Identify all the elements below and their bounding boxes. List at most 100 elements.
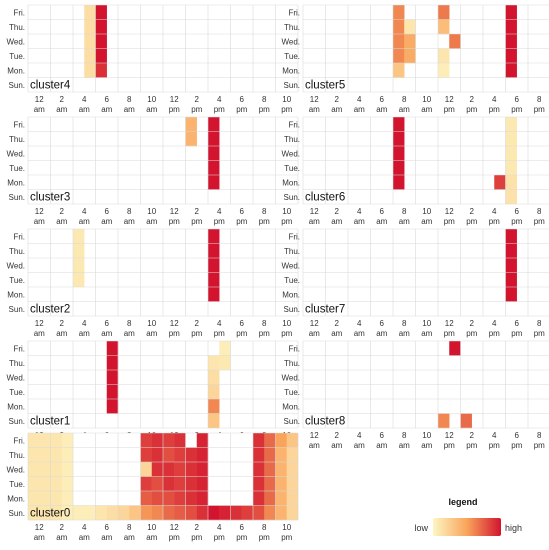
day-label: Tue.	[9, 480, 25, 489]
cluster0-heat-cell	[28, 505, 40, 521]
cluster0-heat-cell	[106, 505, 119, 521]
cluster0-heat-cell	[39, 491, 51, 506]
hour-tick-label: 6	[515, 431, 520, 440]
cluster5-heat-cell	[449, 34, 461, 49]
cluster0-heat-cell	[50, 462, 62, 477]
day-label: Mon.	[7, 178, 25, 187]
hour-tick-suffix: am	[146, 105, 157, 114]
hour-tick-label: 8	[402, 431, 407, 440]
hour-tick-label: 8	[537, 95, 542, 104]
cluster0-heat-cell	[140, 462, 152, 477]
hour-tick-suffix: am	[101, 533, 112, 542]
hour-tick-suffix: pm	[259, 329, 270, 338]
cluster0-heat-cell	[151, 433, 164, 448]
hour-tick-suffix: am	[124, 533, 135, 542]
day-label: Thu.	[9, 135, 25, 144]
hour-tick-suffix: am	[331, 105, 342, 114]
day-label: Tue.	[9, 52, 25, 61]
day-label: Wed.	[281, 37, 300, 46]
cluster0-label: cluster0	[30, 508, 70, 520]
day-label: Sun.	[284, 417, 300, 426]
cluster6-label: cluster6	[305, 192, 345, 204]
hour-tick-suffix: pm	[236, 105, 247, 114]
hour-tick-label: 10	[422, 207, 431, 216]
hour-tick-label: 12	[310, 207, 319, 216]
cluster1-heat-cell	[219, 341, 231, 356]
day-label: Mon.	[7, 66, 25, 75]
hour-tick-suffix: pm	[191, 329, 202, 338]
cluster1-heat-cell	[219, 355, 231, 371]
cluster6-heat-cell	[393, 146, 405, 161]
hour-tick-suffix: am	[376, 329, 387, 338]
hour-tick-suffix: pm	[511, 329, 522, 338]
cluster0-heat-cell	[129, 505, 141, 521]
hour-tick-suffix: pm	[489, 441, 500, 450]
hour-tick-label: 10	[422, 319, 431, 328]
cluster3-heat-cell	[208, 175, 220, 190]
cluster0-heat-cell	[253, 433, 265, 448]
hour-tick-label: 6	[515, 207, 520, 216]
cluster0-heat-cell	[230, 505, 242, 521]
cluster0-heat-cell	[264, 447, 276, 463]
cluster5-heat-cell	[438, 19, 450, 35]
cluster7-heat-cell	[505, 287, 517, 302]
cluster0-heat-cell	[253, 491, 265, 506]
day-label: Sun.	[9, 305, 25, 314]
day-label: Wed.	[6, 373, 25, 382]
hour-tick-label: 4	[217, 95, 222, 104]
hour-tick-suffix: am	[399, 105, 410, 114]
cluster4-heat-cell	[84, 5, 96, 20]
hour-tick-label: 6	[515, 95, 520, 104]
day-label: Fri.	[13, 436, 25, 445]
cluster0-heat-cell	[275, 462, 287, 477]
cluster3-label: cluster3	[30, 192, 70, 204]
cluster0-heat-cell	[140, 505, 152, 521]
cluster0-heat-cell	[264, 462, 276, 477]
hour-tick-suffix: am	[309, 329, 320, 338]
day-label: Tue.	[284, 52, 300, 61]
hour-tick-label: 4	[217, 523, 222, 532]
hour-tick-suffix: pm	[259, 217, 270, 226]
cluster0-heat-cell	[253, 447, 265, 463]
cluster0-heat-cell	[286, 462, 299, 477]
cluster6-heat-cell	[393, 160, 405, 176]
cluster8-heat-cell	[449, 341, 461, 356]
hour-tick-suffix: am	[34, 329, 45, 338]
cluster0-heat-cell	[61, 462, 74, 477]
cluster5-heat-cell	[393, 34, 405, 49]
day-label: Tue.	[284, 164, 300, 173]
cluster0-heat-cell	[196, 491, 209, 506]
cluster0-heat-cell	[241, 505, 254, 521]
cluster0-heat-cell	[61, 447, 74, 463]
hour-tick-label: 8	[262, 95, 267, 104]
cluster0-heat-cell	[163, 476, 175, 492]
hour-tick-suffix: pm	[466, 217, 477, 226]
hour-tick-suffix: pm	[259, 533, 270, 542]
hour-tick-suffix: am	[124, 217, 135, 226]
hour-tick-suffix: am	[376, 105, 387, 114]
cluster4-heat-cell	[95, 19, 107, 35]
cluster0-heat-cell	[39, 505, 51, 521]
hour-tick-suffix: pm	[466, 441, 477, 450]
cluster0-heat-cell	[95, 505, 107, 521]
hour-tick-label: 8	[262, 207, 267, 216]
hour-tick-suffix: am	[79, 105, 90, 114]
hour-tick-label: 8	[127, 207, 132, 216]
hour-tick-suffix: am	[421, 105, 432, 114]
day-label: Fri.	[13, 120, 25, 129]
hour-tick-suffix: pm	[534, 441, 545, 450]
cluster0-heat-cell	[196, 433, 209, 448]
cluster0-heat-cell	[151, 462, 164, 477]
hour-tick-label: 8	[262, 319, 267, 328]
hour-tick-label: 2	[60, 523, 65, 532]
cluster0-heat-cell	[275, 505, 287, 521]
hour-tick-suffix: pm	[191, 105, 202, 114]
hour-tick-label: 10	[422, 95, 431, 104]
hour-tick-suffix: pm	[191, 533, 202, 542]
cluster5-heat-cell	[404, 34, 416, 49]
cluster5-heat-cell	[438, 63, 450, 78]
day-label: Sun.	[284, 193, 300, 202]
hour-tick-suffix: pm	[169, 533, 180, 542]
hour-tick-label: 2	[195, 207, 200, 216]
